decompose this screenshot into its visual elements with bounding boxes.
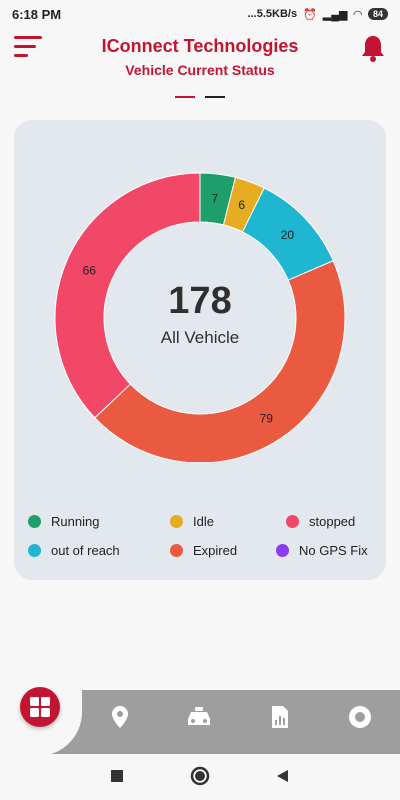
legend-label: Expired	[193, 543, 238, 558]
legend-dot-no-gps-fix	[276, 544, 289, 557]
total-vehicles-label: All Vehicle	[160, 328, 240, 347]
home-button[interactable]	[190, 766, 210, 786]
location-pin-icon	[112, 706, 128, 728]
legend-item-expired[interactable]: Expired	[170, 543, 237, 558]
legend-dot-running	[28, 515, 41, 528]
donut-value-label: 66	[83, 263, 97, 277]
network-speed: ...5.5KB/s	[247, 8, 298, 20]
alarm-icon: ⏰	[303, 8, 317, 21]
legend-item-stopped[interactable]: stopped	[286, 514, 355, 529]
donut-slice-stopped[interactable]	[54, 172, 201, 419]
battery-icon: 84	[367, 8, 388, 20]
legend-dot-expired	[170, 544, 183, 557]
recent-apps-button[interactable]	[107, 766, 127, 786]
legend-label: out of reach	[51, 543, 120, 558]
donut-value-label: 7	[212, 191, 219, 205]
vehicle-status-donut-chart: 7 6 20 79 66	[54, 172, 346, 462]
legend-label: Running	[51, 514, 100, 529]
donut-value-label: 79	[260, 412, 274, 426]
legend-item-running[interactable]: Running	[28, 514, 99, 529]
nav-location-button[interactable]	[107, 704, 133, 730]
total-vehicles-count: 178	[168, 280, 232, 322]
back-triangle-icon	[277, 770, 288, 782]
donut-value-label: 20	[281, 228, 295, 242]
report-icon	[272, 706, 288, 728]
legend-dot-stopped	[286, 515, 299, 528]
status-card: 7 6 20 79 66 178 All Vehicle Running Idle st…	[14, 120, 386, 580]
page-indicator	[205, 96, 225, 98]
legend-label: Idle	[193, 514, 214, 529]
status-time: 6:18 PM	[12, 6, 62, 22]
signal-icon: ▂▄▆	[322, 8, 348, 21]
page-indicator-active	[175, 96, 195, 98]
back-button[interactable]	[272, 766, 292, 786]
app-title: IConnect Technologies	[101, 36, 299, 56]
wifi-icon: ◠	[353, 8, 362, 21]
nav-reports-button[interactable]	[267, 704, 293, 730]
status-bar: 6:18 PM ...5.5KB/s ⏰ ▂▄▆ ◠ 84	[0, 0, 400, 28]
car-icon	[188, 707, 210, 725]
legend-dot-out-of-reach	[28, 544, 41, 557]
home-circle-icon	[190, 766, 210, 786]
legend-label: stopped	[309, 514, 356, 529]
menu-icon	[14, 36, 42, 39]
legend-item-no-gps-fix[interactable]: No GPS Fix	[276, 543, 368, 558]
bell-icon	[362, 36, 384, 62]
square-icon	[111, 770, 123, 782]
legend-item-idle[interactable]: Idle	[170, 514, 214, 529]
nav-dashboard-button[interactable]	[20, 687, 60, 727]
legend-dot-idle	[170, 515, 183, 528]
notification-button[interactable]	[360, 34, 386, 62]
dashboard-grid-icon	[30, 697, 50, 717]
nav-vehicles-button[interactable]	[186, 704, 212, 730]
nav-settings-button[interactable]	[347, 704, 373, 730]
menu-button[interactable]	[14, 36, 42, 60]
legend-label: No GPS Fix	[299, 543, 368, 558]
donut-slice-expired[interactable]	[94, 260, 346, 462]
status-icons: ...5.5KB/s ⏰ ▂▄▆ ◠ 84	[248, 8, 388, 21]
page-subtitle: Vehicle Current Status	[125, 62, 275, 78]
donut-value-label: 6	[238, 198, 245, 212]
legend-item-out-of-reach[interactable]: out of reach	[28, 543, 120, 558]
settings-circle-icon	[349, 706, 371, 728]
